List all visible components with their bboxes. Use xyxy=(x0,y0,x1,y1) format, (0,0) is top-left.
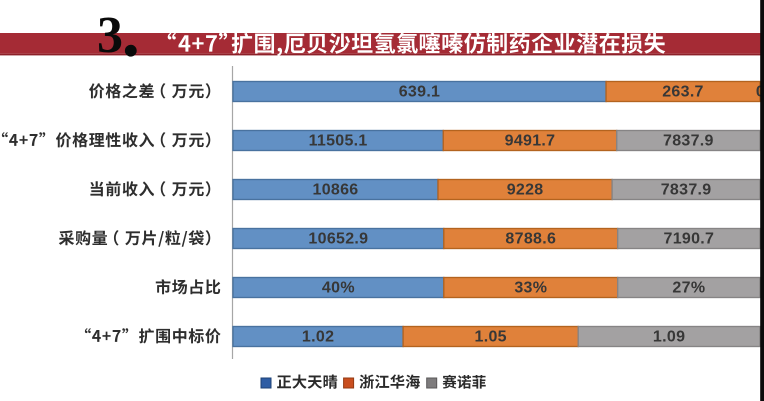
svg-text:9228: 9228 xyxy=(507,181,544,198)
svg-text:7837.9: 7837.9 xyxy=(663,132,714,149)
svg-text:639.1: 639.1 xyxy=(399,83,441,100)
svg-text:27%: 27% xyxy=(672,279,705,296)
svg-text:263.7: 263.7 xyxy=(662,83,704,100)
svg-text:11505.1: 11505.1 xyxy=(309,132,368,149)
svg-text:1.09: 1.09 xyxy=(653,328,685,345)
svg-text:9491.7: 9491.7 xyxy=(505,132,556,149)
svg-text:7837.9: 7837.9 xyxy=(661,181,712,198)
svg-text:10652.9: 10652.9 xyxy=(308,230,368,247)
svg-text:33%: 33% xyxy=(514,279,547,296)
svg-text:8788.6: 8788.6 xyxy=(505,230,556,247)
svg-text:1.05: 1.05 xyxy=(475,328,507,345)
svg-text:3: 3 xyxy=(97,7,123,64)
svg-text:1.02: 1.02 xyxy=(302,328,334,345)
svg-text:7190.7: 7190.7 xyxy=(664,230,715,247)
svg-text:40%: 40% xyxy=(322,279,355,296)
svg-text:10866: 10866 xyxy=(313,181,359,198)
svg-text:0: 0 xyxy=(756,83,764,100)
